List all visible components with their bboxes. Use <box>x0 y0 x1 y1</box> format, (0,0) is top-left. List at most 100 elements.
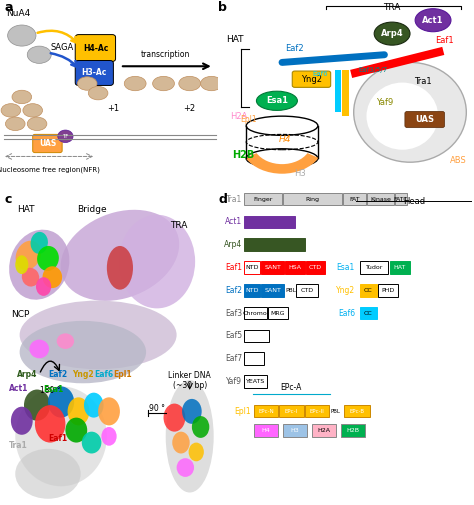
Text: Eaf3/5/7: Eaf3/5/7 <box>359 67 388 73</box>
Ellipse shape <box>124 76 146 91</box>
Ellipse shape <box>201 76 222 91</box>
Text: Arp4: Arp4 <box>224 240 242 249</box>
Ellipse shape <box>65 418 87 442</box>
FancyBboxPatch shape <box>360 284 377 296</box>
FancyBboxPatch shape <box>244 238 305 251</box>
Text: PHD: PHD <box>382 288 395 293</box>
Ellipse shape <box>84 393 104 418</box>
Ellipse shape <box>23 104 43 117</box>
Ellipse shape <box>57 333 74 349</box>
Text: Tra1: Tra1 <box>9 441 27 450</box>
Text: Yaf9: Yaf9 <box>227 377 242 386</box>
Text: H2A: H2A <box>318 428 330 433</box>
FancyBboxPatch shape <box>261 261 284 274</box>
Ellipse shape <box>77 77 97 90</box>
FancyBboxPatch shape <box>244 330 269 342</box>
Ellipse shape <box>374 22 410 45</box>
Ellipse shape <box>16 241 41 270</box>
Text: ABS: ABS <box>450 156 467 165</box>
Text: H4: H4 <box>278 135 291 144</box>
Wedge shape <box>246 153 319 174</box>
Ellipse shape <box>30 232 48 254</box>
Text: H2A: H2A <box>230 112 247 121</box>
Ellipse shape <box>19 300 177 369</box>
Ellipse shape <box>35 405 65 442</box>
Ellipse shape <box>6 117 25 131</box>
Text: 90 °: 90 ° <box>149 404 165 413</box>
Text: EPc-II: EPc-II <box>309 409 324 414</box>
FancyBboxPatch shape <box>395 193 407 206</box>
Ellipse shape <box>172 432 190 453</box>
Text: H2B: H2B <box>346 428 359 433</box>
FancyBboxPatch shape <box>261 284 284 296</box>
FancyBboxPatch shape <box>344 405 370 417</box>
Ellipse shape <box>48 386 74 418</box>
FancyBboxPatch shape <box>244 352 264 365</box>
Text: Yng2: Yng2 <box>72 370 93 379</box>
Text: Ring: Ring <box>305 196 319 201</box>
Text: 180 °: 180 ° <box>40 386 61 395</box>
Ellipse shape <box>37 246 59 271</box>
FancyBboxPatch shape <box>285 261 305 274</box>
Text: H3: H3 <box>291 428 299 433</box>
Ellipse shape <box>107 246 133 290</box>
FancyBboxPatch shape <box>244 216 295 228</box>
Text: Yaf9: Yaf9 <box>376 98 393 107</box>
FancyBboxPatch shape <box>405 112 445 128</box>
Text: Epl1: Epl1 <box>240 116 257 125</box>
Ellipse shape <box>1 104 21 117</box>
Text: FATC: FATC <box>394 196 409 201</box>
FancyBboxPatch shape <box>244 284 260 296</box>
Ellipse shape <box>27 46 51 63</box>
Text: PBL: PBL <box>285 288 296 293</box>
Text: NCP: NCP <box>11 310 29 319</box>
Text: Finger: Finger <box>253 196 273 201</box>
FancyBboxPatch shape <box>360 307 377 319</box>
Text: Tra1: Tra1 <box>226 194 242 204</box>
Text: Epl1: Epl1 <box>235 407 251 416</box>
FancyBboxPatch shape <box>341 424 365 437</box>
Text: EPc-A: EPc-A <box>281 383 302 392</box>
Ellipse shape <box>177 458 194 477</box>
Text: Head: Head <box>403 196 425 206</box>
Ellipse shape <box>24 389 50 421</box>
Text: d: d <box>218 193 227 206</box>
Text: H4-Ac: H4-Ac <box>83 43 108 53</box>
Text: EPc-B: EPc-B <box>349 409 365 414</box>
Text: UAS: UAS <box>39 139 56 148</box>
Ellipse shape <box>101 427 117 446</box>
Text: Act1: Act1 <box>225 218 242 226</box>
Ellipse shape <box>15 449 81 499</box>
Text: H3: H3 <box>294 169 306 178</box>
Ellipse shape <box>58 130 73 142</box>
Text: H4: H4 <box>262 428 270 433</box>
Ellipse shape <box>166 380 214 492</box>
Ellipse shape <box>15 256 28 274</box>
Text: PBL: PBL <box>330 409 340 414</box>
Text: transcription: transcription <box>141 49 191 59</box>
Text: a: a <box>5 1 13 14</box>
FancyBboxPatch shape <box>33 134 62 153</box>
Ellipse shape <box>88 86 108 100</box>
Text: Yng2: Yng2 <box>301 75 322 84</box>
Text: TF: TF <box>62 134 69 139</box>
Ellipse shape <box>15 386 107 486</box>
FancyBboxPatch shape <box>268 307 288 319</box>
Text: +2: +2 <box>183 104 196 113</box>
Ellipse shape <box>366 82 438 149</box>
Ellipse shape <box>19 321 146 383</box>
Text: Eaf3: Eaf3 <box>225 309 242 318</box>
Text: FAT: FAT <box>349 196 360 201</box>
Text: Nucleosome free region(NFR): Nucleosome free region(NFR) <box>0 166 100 173</box>
FancyBboxPatch shape <box>75 34 116 62</box>
Text: Eaf6: Eaf6 <box>338 309 355 318</box>
Text: Eaf7: Eaf7 <box>225 354 242 363</box>
Ellipse shape <box>98 397 120 425</box>
Ellipse shape <box>192 416 210 438</box>
FancyBboxPatch shape <box>254 405 278 417</box>
Text: MRG: MRG <box>271 311 285 316</box>
Text: EPc-I: EPc-I <box>285 409 298 414</box>
Ellipse shape <box>164 403 185 432</box>
Ellipse shape <box>82 432 101 453</box>
Text: Eaf2: Eaf2 <box>285 44 304 53</box>
